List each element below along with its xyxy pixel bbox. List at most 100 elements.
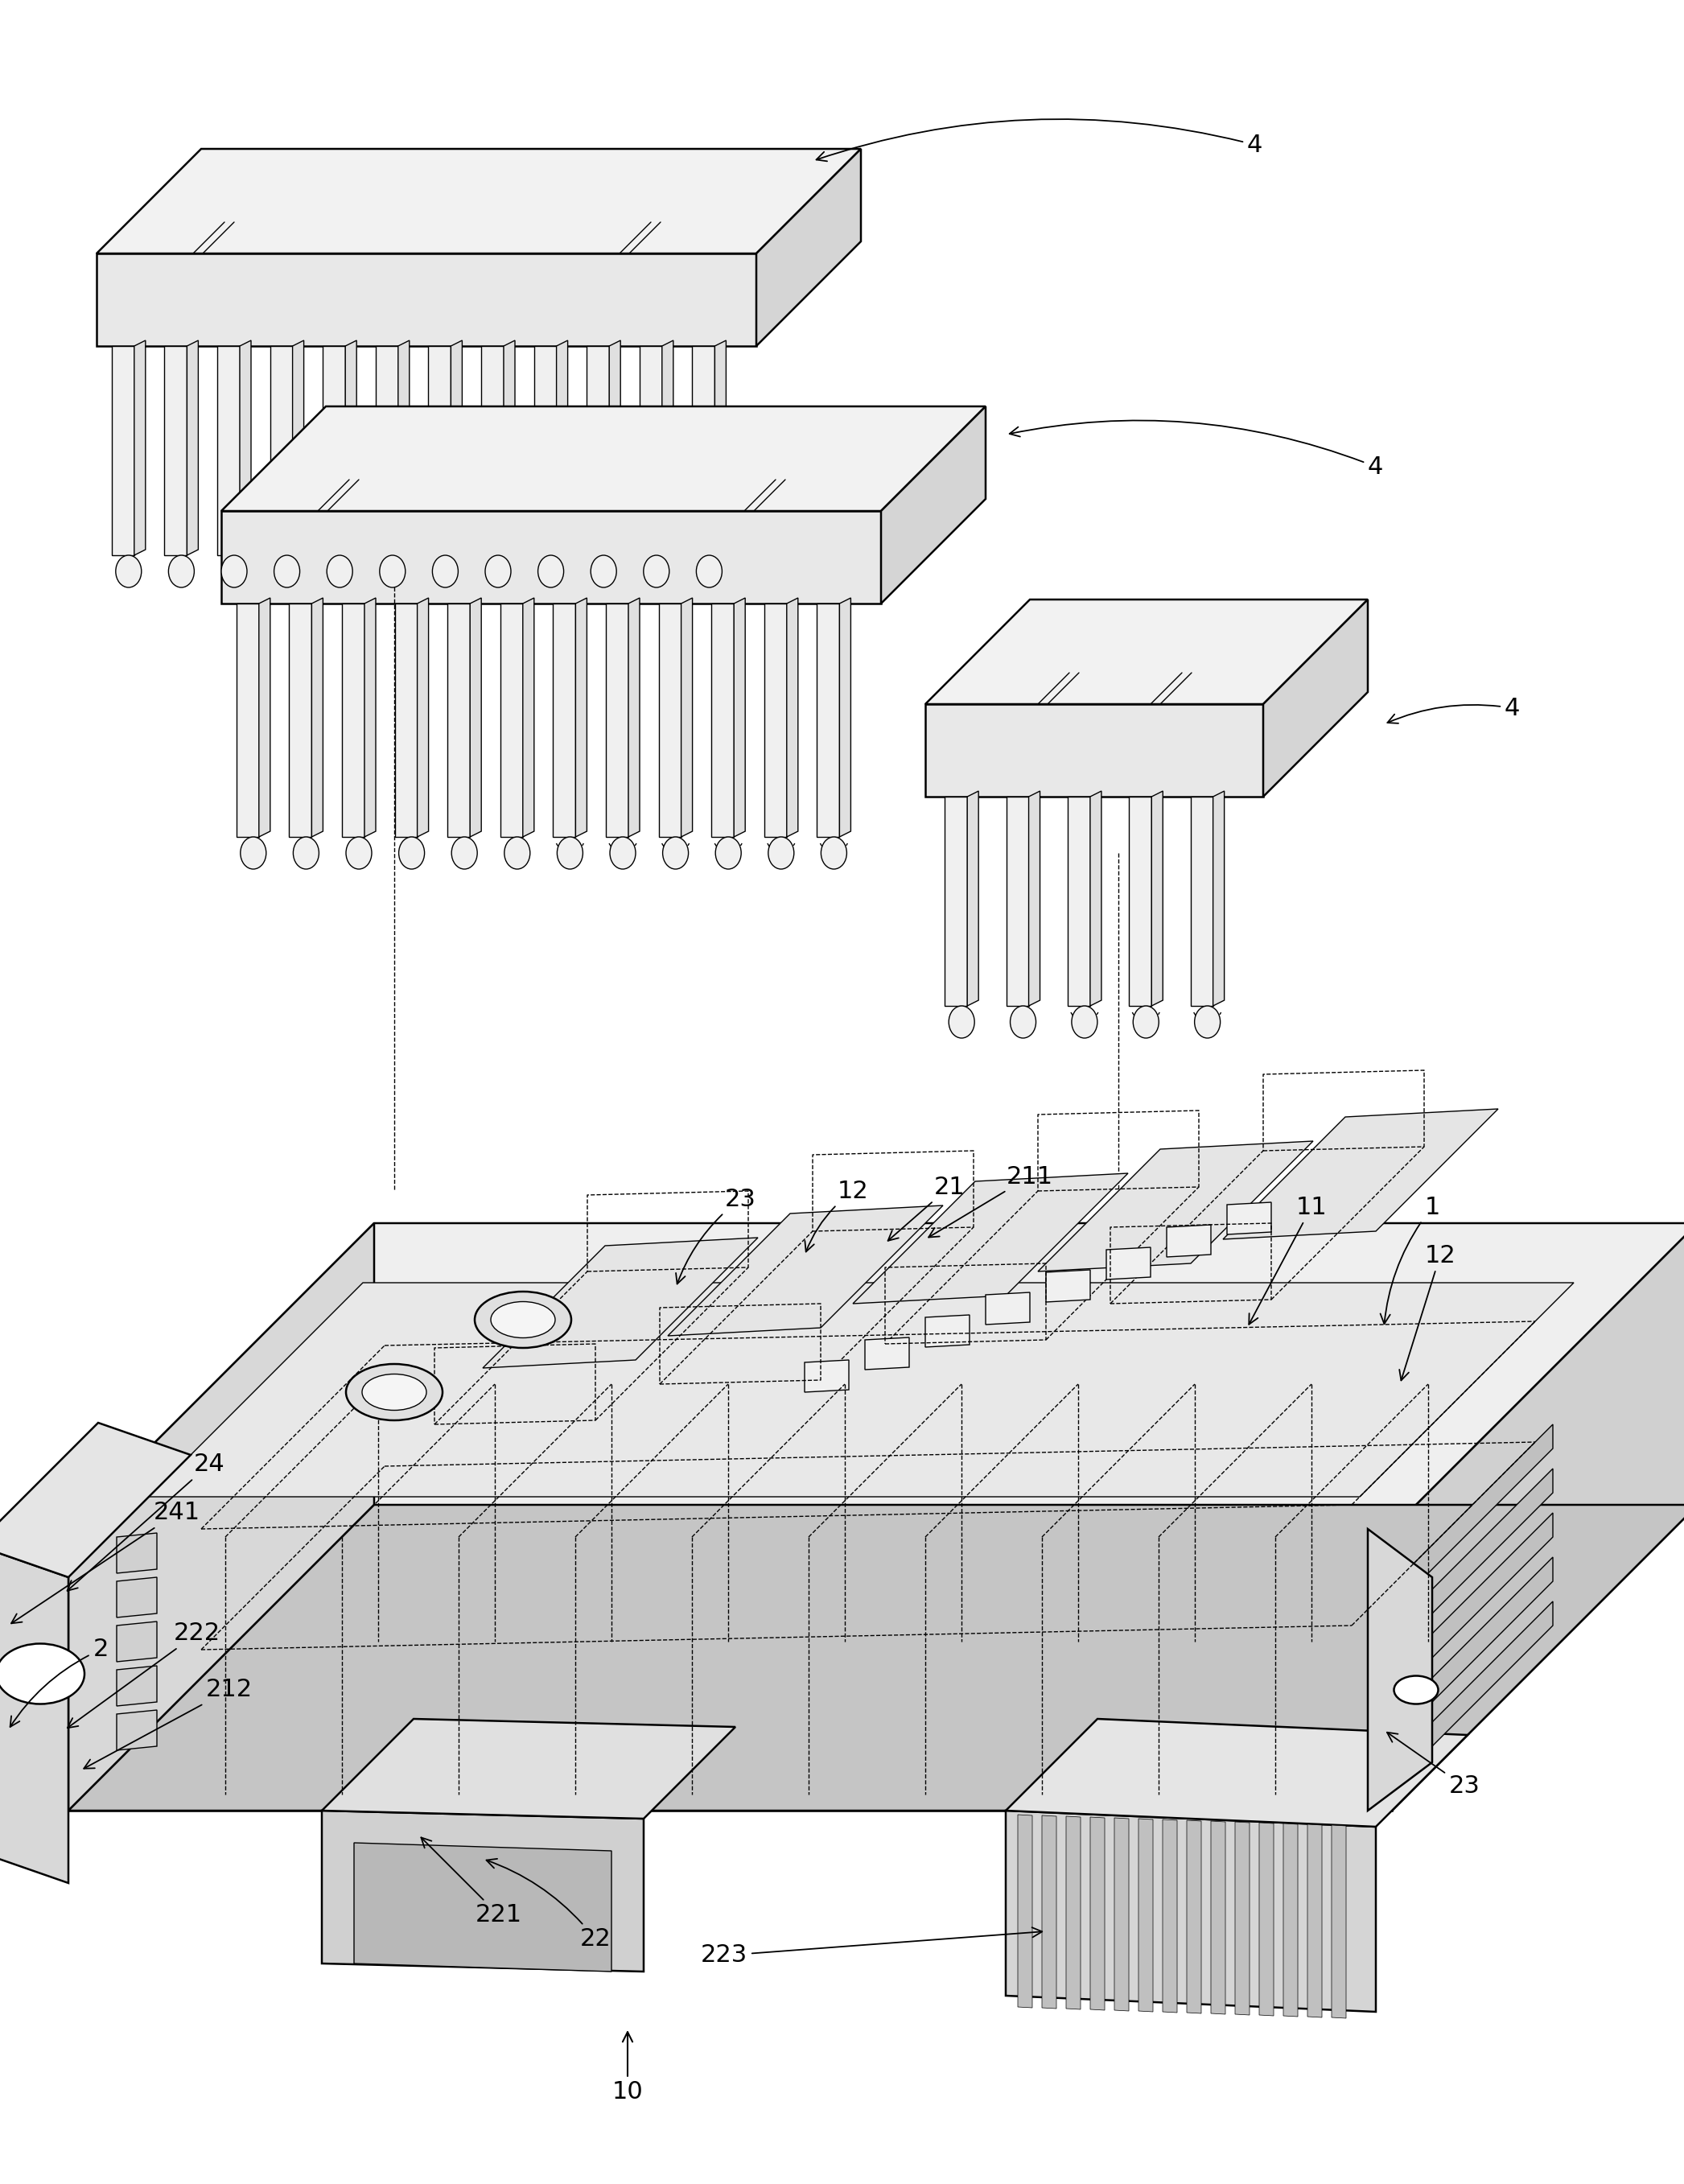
Ellipse shape bbox=[116, 555, 141, 587]
Polygon shape bbox=[765, 603, 786, 836]
Text: 4: 4 bbox=[1388, 697, 1521, 723]
Ellipse shape bbox=[591, 555, 616, 587]
Polygon shape bbox=[165, 345, 187, 555]
Ellipse shape bbox=[362, 1374, 426, 1411]
Polygon shape bbox=[817, 603, 840, 836]
Text: 10: 10 bbox=[611, 2031, 643, 2103]
Polygon shape bbox=[985, 1293, 1031, 1324]
Polygon shape bbox=[504, 341, 515, 555]
Polygon shape bbox=[967, 791, 978, 1007]
Ellipse shape bbox=[345, 836, 372, 869]
Polygon shape bbox=[628, 598, 640, 836]
Polygon shape bbox=[148, 1282, 1575, 1496]
Ellipse shape bbox=[327, 555, 352, 587]
Ellipse shape bbox=[221, 555, 248, 587]
Ellipse shape bbox=[768, 836, 793, 869]
Ellipse shape bbox=[241, 836, 266, 869]
Polygon shape bbox=[692, 345, 714, 555]
Polygon shape bbox=[397, 341, 409, 555]
Polygon shape bbox=[69, 1223, 1684, 1529]
Polygon shape bbox=[354, 1843, 611, 1972]
Ellipse shape bbox=[451, 836, 477, 869]
Polygon shape bbox=[1152, 791, 1164, 1007]
Polygon shape bbox=[345, 341, 357, 555]
Polygon shape bbox=[586, 345, 610, 555]
Ellipse shape bbox=[274, 555, 300, 587]
Ellipse shape bbox=[537, 555, 564, 587]
Polygon shape bbox=[662, 341, 674, 555]
Polygon shape bbox=[786, 598, 798, 836]
Polygon shape bbox=[259, 598, 269, 836]
Ellipse shape bbox=[379, 555, 406, 587]
Polygon shape bbox=[1138, 1819, 1154, 2011]
Text: 12: 12 bbox=[1399, 1243, 1455, 1380]
Text: 23: 23 bbox=[675, 1188, 756, 1284]
Polygon shape bbox=[69, 1223, 374, 1811]
Ellipse shape bbox=[1133, 1007, 1159, 1037]
Polygon shape bbox=[0, 1544, 69, 1883]
Polygon shape bbox=[680, 598, 692, 836]
Polygon shape bbox=[610, 341, 620, 555]
Polygon shape bbox=[312, 598, 323, 836]
Polygon shape bbox=[1106, 1247, 1150, 1280]
Ellipse shape bbox=[293, 836, 318, 869]
Polygon shape bbox=[482, 345, 504, 555]
Polygon shape bbox=[1005, 1719, 1467, 1826]
Polygon shape bbox=[669, 1206, 943, 1337]
Ellipse shape bbox=[0, 1645, 84, 1704]
Ellipse shape bbox=[1071, 1007, 1098, 1037]
Polygon shape bbox=[116, 1710, 157, 1749]
Polygon shape bbox=[236, 603, 259, 836]
Polygon shape bbox=[69, 1505, 1684, 1811]
Polygon shape bbox=[0, 1422, 190, 1577]
Polygon shape bbox=[840, 598, 850, 836]
Polygon shape bbox=[945, 797, 967, 1007]
Ellipse shape bbox=[504, 836, 530, 869]
Polygon shape bbox=[322, 1719, 736, 1819]
Polygon shape bbox=[221, 511, 881, 603]
Ellipse shape bbox=[643, 555, 669, 587]
Polygon shape bbox=[1090, 791, 1101, 1007]
Text: 21: 21 bbox=[887, 1175, 965, 1241]
Polygon shape bbox=[1068, 797, 1090, 1007]
Polygon shape bbox=[1042, 1815, 1056, 2009]
Polygon shape bbox=[1263, 601, 1367, 797]
Polygon shape bbox=[1399, 1468, 1553, 1647]
Text: 211: 211 bbox=[928, 1164, 1052, 1238]
Polygon shape bbox=[1399, 1557, 1553, 1734]
Polygon shape bbox=[483, 1238, 758, 1367]
Ellipse shape bbox=[485, 555, 510, 587]
Polygon shape bbox=[1029, 791, 1041, 1007]
Polygon shape bbox=[451, 341, 461, 555]
Polygon shape bbox=[290, 603, 312, 836]
Polygon shape bbox=[1393, 1223, 1684, 1811]
Polygon shape bbox=[658, 603, 680, 836]
Polygon shape bbox=[556, 341, 568, 555]
Polygon shape bbox=[69, 1529, 1393, 1811]
Text: 222: 222 bbox=[67, 1623, 221, 1728]
Polygon shape bbox=[552, 603, 576, 836]
Polygon shape bbox=[293, 341, 303, 555]
Text: 221: 221 bbox=[421, 1837, 522, 1926]
Text: 223: 223 bbox=[701, 1928, 1042, 1968]
Polygon shape bbox=[1332, 1826, 1346, 2018]
Polygon shape bbox=[116, 1577, 157, 1618]
Polygon shape bbox=[135, 341, 145, 555]
Polygon shape bbox=[322, 1811, 643, 1972]
Text: 12: 12 bbox=[805, 1179, 869, 1251]
Polygon shape bbox=[640, 345, 662, 555]
Ellipse shape bbox=[399, 836, 424, 869]
Polygon shape bbox=[606, 603, 628, 836]
Polygon shape bbox=[470, 598, 482, 836]
Polygon shape bbox=[534, 345, 556, 555]
Polygon shape bbox=[394, 603, 418, 836]
Polygon shape bbox=[1399, 1514, 1553, 1690]
Polygon shape bbox=[1211, 1821, 1226, 2014]
Polygon shape bbox=[1066, 1817, 1081, 2009]
Polygon shape bbox=[1005, 797, 1029, 1007]
Polygon shape bbox=[1017, 1815, 1032, 2007]
Text: 24: 24 bbox=[67, 1452, 224, 1590]
Polygon shape bbox=[418, 598, 428, 836]
Polygon shape bbox=[1307, 1824, 1322, 2018]
Ellipse shape bbox=[557, 836, 583, 869]
